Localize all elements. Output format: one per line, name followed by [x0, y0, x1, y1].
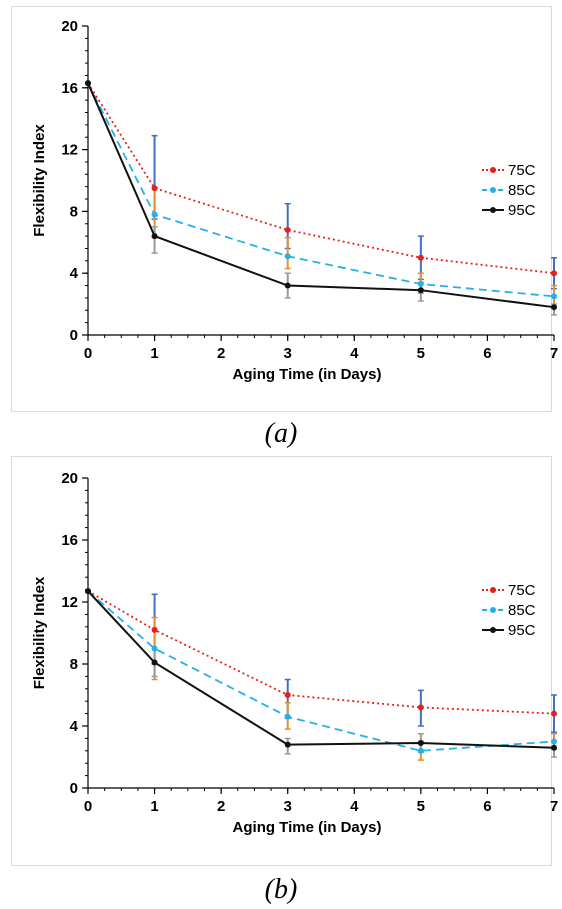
y-axis-title: Flexibility Index [31, 124, 48, 237]
x-tick-label: 4 [350, 798, 359, 815]
legend-label: 95C [508, 622, 536, 639]
legend-label: 75C [508, 582, 536, 599]
data-point [85, 588, 91, 595]
y-tick-label: 16 [61, 80, 78, 97]
x-axis-title: Aging Time (in Days) [233, 819, 382, 836]
x-tick-label: 6 [483, 345, 491, 362]
chart-caption: (a) [264, 418, 298, 449]
y-tick-label: 0 [70, 327, 78, 344]
data-point [284, 692, 291, 698]
data-point [417, 287, 424, 294]
y-tick-label: 12 [61, 142, 78, 159]
x-tick-label: 5 [417, 345, 425, 362]
legend-marker [490, 167, 496, 173]
legend-marker [490, 607, 496, 613]
data-point [551, 710, 557, 717]
chart-frame [11, 456, 552, 866]
x-tick-label: 0 [84, 798, 92, 815]
data-point [151, 233, 158, 240]
data-point [151, 659, 158, 666]
legend-marker [490, 587, 496, 593]
chart-panel-a: 0 4 8 12 16 20 0 1 2 3 4 5 6 7 Aging Time (in Days) Fle… [0, 0, 562, 450]
legend-label: 95C [508, 202, 536, 219]
data-point [417, 704, 424, 711]
y-tick-label: 4 [70, 718, 79, 735]
x-tick-label: 5 [417, 798, 425, 815]
data-point [417, 747, 424, 754]
series-line-85C [87, 590, 555, 752]
y-tick-label: 20 [61, 470, 78, 487]
legend-marker [490, 627, 496, 633]
data-point [284, 741, 291, 748]
x-tick-label: 3 [284, 798, 292, 815]
y-tick-label: 0 [70, 780, 78, 797]
x-tick-label: 2 [217, 345, 225, 362]
data-point [151, 211, 158, 218]
x-tick-label: 6 [483, 798, 491, 815]
data-point [151, 645, 158, 652]
legend-label: 75C [508, 162, 536, 179]
data-point [417, 740, 424, 747]
chart-caption: (b) [264, 874, 298, 905]
data-point [284, 226, 291, 233]
y-tick-label: 16 [61, 532, 78, 549]
legend-marker [490, 207, 496, 213]
x-tick-label: 0 [84, 345, 92, 362]
chart-panel-b: 0 4 8 12 16 20 0 1 2 3 4 5 6 7 Aging Time (in Days) Fle… [0, 454, 562, 909]
y-tick-label: 8 [70, 203, 78, 220]
legend-label: 85C [508, 182, 536, 199]
data-point [284, 713, 291, 720]
x-axis-title: Aging Time (in Days) [233, 366, 382, 383]
data-point [151, 185, 158, 192]
data-point [284, 282, 291, 289]
chart-frame [11, 6, 552, 412]
data-point [551, 270, 557, 277]
x-tick-label: 4 [350, 345, 359, 362]
data-point [551, 738, 557, 745]
legend-label: 85C [508, 602, 536, 619]
x-tick-label: 2 [217, 798, 225, 815]
data-point [417, 281, 424, 288]
y-tick-label: 20 [61, 18, 78, 35]
y-tick-label: 12 [61, 594, 78, 611]
series-line-95C [87, 590, 555, 749]
x-tick-label: 1 [150, 345, 158, 362]
x-tick-label: 1 [150, 798, 158, 815]
legend-marker [490, 187, 496, 193]
x-tick-label: 7 [550, 798, 558, 815]
y-axis-title: Flexibility Index [31, 576, 48, 689]
data-point [85, 80, 91, 87]
series-line-75C [87, 82, 555, 275]
series-line-95C [87, 82, 555, 309]
data-point [551, 744, 557, 751]
data-point [551, 293, 557, 300]
data-point [284, 253, 291, 260]
x-tick-label: 7 [550, 345, 558, 362]
data-point [151, 626, 158, 633]
data-point [551, 304, 557, 311]
data-point [417, 254, 424, 261]
y-tick-label: 8 [70, 656, 78, 673]
x-tick-label: 3 [284, 345, 292, 362]
y-tick-label: 4 [70, 265, 79, 282]
